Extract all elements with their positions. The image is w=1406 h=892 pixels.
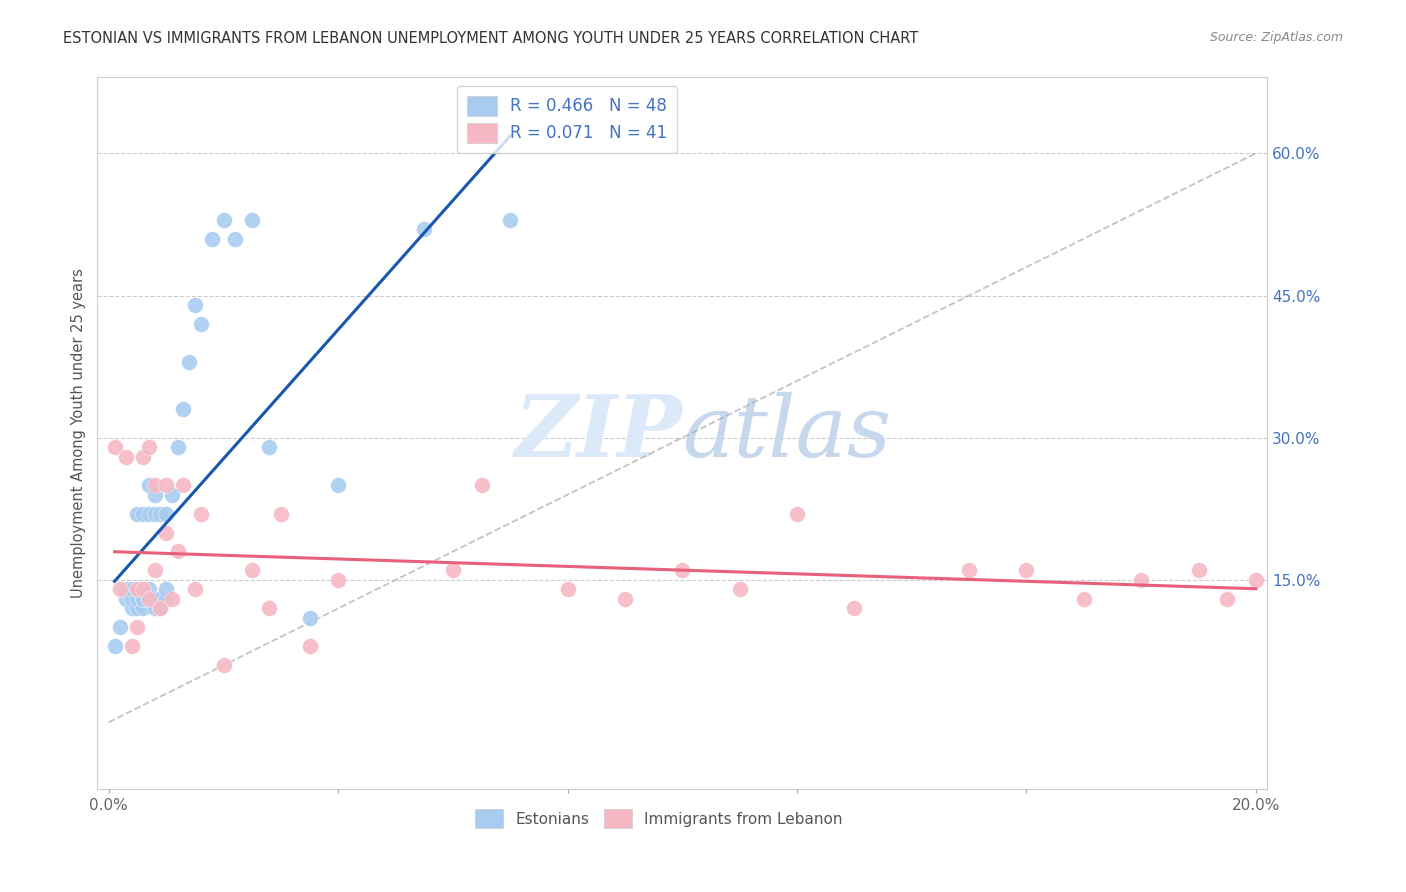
Point	[328, 478, 350, 492]
Point	[121, 591, 143, 606]
Point	[671, 564, 693, 578]
Point	[172, 402, 194, 417]
Point	[121, 582, 143, 597]
Point	[190, 317, 212, 331]
Point	[110, 620, 132, 634]
Point	[499, 212, 522, 227]
Point	[127, 507, 149, 521]
Point	[103, 640, 125, 654]
Point	[138, 591, 160, 606]
Point	[1015, 564, 1038, 578]
Point	[172, 478, 194, 492]
Point	[298, 611, 321, 625]
Point	[212, 658, 235, 673]
Point	[127, 601, 149, 615]
Point	[786, 507, 808, 521]
Point	[413, 222, 436, 236]
Point	[132, 591, 155, 606]
Point	[138, 591, 160, 606]
Point	[259, 601, 281, 615]
Point	[115, 582, 138, 597]
Point	[298, 640, 321, 654]
Point	[614, 591, 637, 606]
Point	[132, 582, 155, 597]
Point	[1244, 573, 1267, 587]
Point	[110, 582, 132, 597]
Point	[201, 232, 224, 246]
Point	[224, 232, 246, 246]
Point	[149, 601, 172, 615]
Point	[957, 564, 980, 578]
Point	[240, 564, 263, 578]
Point	[240, 212, 263, 227]
Point	[1130, 573, 1153, 587]
Point	[138, 440, 160, 454]
Point	[471, 478, 494, 492]
Text: ESTONIAN VS IMMIGRANTS FROM LEBANON UNEMPLOYMENT AMONG YOUTH UNDER 25 YEARS CORR: ESTONIAN VS IMMIGRANTS FROM LEBANON UNEM…	[63, 31, 918, 46]
Point	[127, 582, 149, 597]
Y-axis label: Unemployment Among Youth under 25 years: Unemployment Among Youth under 25 years	[72, 268, 86, 598]
Point	[143, 591, 166, 606]
Point	[115, 450, 138, 464]
Point	[115, 591, 138, 606]
Point	[127, 582, 149, 597]
Point	[138, 582, 160, 597]
Point	[844, 601, 866, 615]
Point	[184, 582, 207, 597]
Point	[127, 620, 149, 634]
Point	[143, 601, 166, 615]
Point	[143, 478, 166, 492]
Point	[127, 582, 149, 597]
Point	[1073, 591, 1095, 606]
Point	[132, 601, 155, 615]
Point	[143, 487, 166, 501]
Point	[127, 591, 149, 606]
Point	[143, 564, 166, 578]
Point	[179, 355, 201, 369]
Point	[557, 582, 579, 597]
Point	[212, 212, 235, 227]
Point	[143, 507, 166, 521]
Point	[184, 298, 207, 312]
Point	[138, 507, 160, 521]
Point	[441, 564, 464, 578]
Text: ZIP: ZIP	[515, 392, 682, 475]
Point	[132, 450, 155, 464]
Point	[728, 582, 751, 597]
Point	[155, 525, 177, 540]
Point	[149, 507, 172, 521]
Point	[160, 487, 183, 501]
Point	[155, 582, 177, 597]
Point	[138, 478, 160, 492]
Point	[121, 640, 143, 654]
Point	[190, 507, 212, 521]
Point	[328, 573, 350, 587]
Point	[1216, 591, 1239, 606]
Point	[138, 591, 160, 606]
Text: Source: ZipAtlas.com: Source: ZipAtlas.com	[1209, 31, 1343, 45]
Point	[132, 582, 155, 597]
Point	[155, 507, 177, 521]
Point	[259, 440, 281, 454]
Point	[1187, 564, 1209, 578]
Point	[166, 544, 188, 558]
Point	[270, 507, 292, 521]
Point	[121, 601, 143, 615]
Text: atlas: atlas	[682, 392, 891, 475]
Point	[149, 601, 172, 615]
Point	[155, 478, 177, 492]
Point	[155, 591, 177, 606]
Point	[132, 591, 155, 606]
Point	[149, 591, 172, 606]
Legend: Estonians, Immigrants from Lebanon: Estonians, Immigrants from Lebanon	[470, 804, 849, 834]
Point	[103, 440, 125, 454]
Point	[132, 582, 155, 597]
Point	[160, 591, 183, 606]
Point	[132, 507, 155, 521]
Point	[166, 440, 188, 454]
